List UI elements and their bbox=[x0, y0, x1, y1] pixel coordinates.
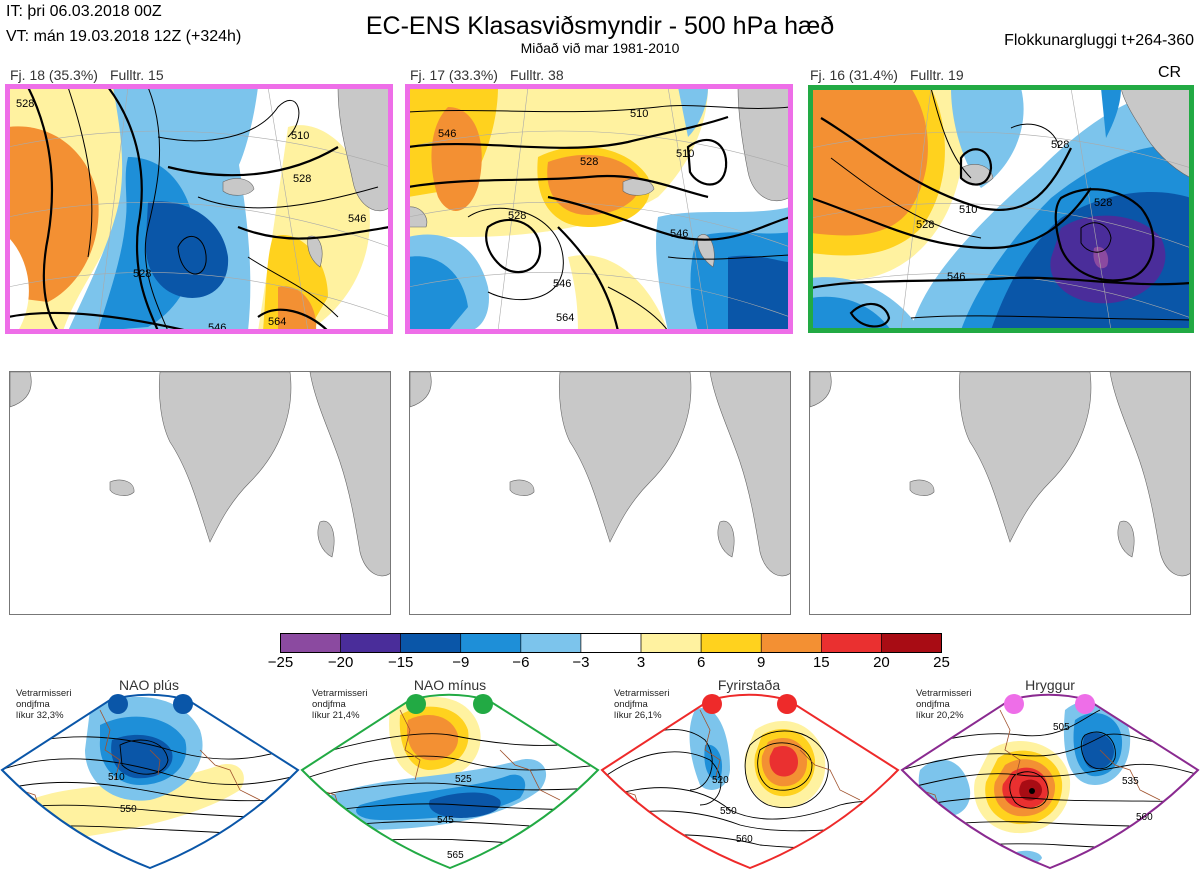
regime-4-title: Hryggur bbox=[1025, 677, 1075, 693]
contour-label: 550 bbox=[720, 806, 737, 817]
regime-2-stats: Vetrarmisseri ondjfma líkur 21,4% bbox=[312, 688, 368, 721]
graticule bbox=[8, 87, 390, 331]
regime-map-ridge: 505 535 560 bbox=[900, 693, 1200, 870]
colorbar-tick-label: 20 bbox=[873, 654, 890, 671]
contour-label: 564 bbox=[268, 316, 286, 328]
colorbar-tick-label: −3 bbox=[572, 654, 590, 671]
height-contours bbox=[408, 105, 790, 331]
anomaly-shading bbox=[408, 87, 790, 331]
page-subtitle: Miðað við mar 1981-2010 bbox=[520, 40, 680, 56]
coastline-map bbox=[410, 372, 790, 577]
page-title: EC-ENS Klasasviðsmyndir - 500 hPa hæð bbox=[365, 12, 835, 40]
colorbar-cell bbox=[700, 633, 762, 653]
contour-labels: 528 510 528 546 528 546 564 bbox=[16, 98, 366, 331]
contour-label: 528 bbox=[580, 156, 598, 168]
regime-map-blocking: 520 550 560 bbox=[600, 693, 900, 870]
contour-label: 550 bbox=[120, 804, 137, 815]
cluster-map-2: 510 510 528 528 546 546 564 546 bbox=[408, 87, 790, 331]
valid-time: VT: mán 19.03.2018 12Z (+324h) bbox=[6, 28, 242, 45]
colorbar-cell bbox=[460, 633, 522, 653]
colorbar-tick-label: −20 bbox=[327, 654, 354, 671]
contour-label: 546 bbox=[947, 271, 965, 283]
colorbar-tick-label: 3 bbox=[636, 654, 646, 671]
coastlines bbox=[222, 87, 390, 268]
contour-label: 510 bbox=[291, 130, 309, 142]
contour-label: 564 bbox=[556, 312, 574, 324]
initial-time: IT: þri 06.03.2018 00Z bbox=[6, 3, 162, 20]
colorbar-tick-label: 6 bbox=[696, 654, 706, 671]
contour-label: 528 bbox=[508, 210, 526, 222]
graticule bbox=[408, 87, 790, 331]
colorbar-tick-label: −6 bbox=[512, 654, 530, 671]
colorbar bbox=[280, 633, 942, 653]
classification-window: Flokkunargluggi t+264-360 bbox=[1004, 32, 1194, 49]
colorbar-tick-label: −9 bbox=[452, 654, 470, 671]
contour-label: 525 bbox=[455, 774, 472, 785]
colorbar-tick-label: −25 bbox=[267, 654, 294, 671]
anomaly-shading bbox=[811, 88, 1191, 330]
panel-3-label: Fj. 16 (31.4%) Fulltr. 19 bbox=[810, 67, 964, 83]
height-contours bbox=[811, 88, 1191, 328]
empty-map-1 bbox=[9, 371, 391, 615]
contour-labels: 528 510 528 528 546 bbox=[916, 139, 1112, 283]
contour-label: 565 bbox=[447, 850, 464, 861]
coastline-map bbox=[810, 372, 1190, 577]
contour-label: 510 bbox=[108, 772, 125, 783]
regime-1-title: NAO plús bbox=[119, 677, 179, 693]
regime-1-stats: Vetrarmisseri ondjfma líkur 32,3% bbox=[16, 688, 72, 721]
regime-3-title: Fyrirstaða bbox=[717, 677, 781, 693]
contour-labels: 510 510 528 528 546 546 564 546 bbox=[438, 108, 694, 324]
panel-2-label: Fj. 17 (33.3%) Fulltr. 38 bbox=[410, 67, 564, 83]
cluster-map-1: 528 510 528 546 528 546 564 bbox=[8, 87, 390, 331]
contour-label: 520 bbox=[712, 775, 729, 786]
contour-label: 528 bbox=[916, 219, 934, 231]
colorbar-cell bbox=[340, 633, 401, 653]
panel-3-regime-tag: CR bbox=[1158, 64, 1182, 81]
contour-label: 545 bbox=[437, 815, 454, 826]
contour-label: 505 bbox=[1053, 722, 1070, 733]
colorbar-cell bbox=[280, 633, 341, 653]
contour-label: 528 bbox=[293, 173, 311, 185]
contour-label: 560 bbox=[1136, 812, 1153, 823]
graticule bbox=[811, 88, 1191, 330]
colorbar-cell bbox=[881, 633, 942, 653]
colorbar-tick-label: 15 bbox=[812, 654, 830, 671]
regime-map-nao-plus: 510 550 bbox=[0, 693, 300, 870]
regime-2-title: NAO mínus bbox=[413, 677, 487, 693]
colorbar-cell bbox=[400, 633, 462, 653]
regime-4-stats: Vetrarmisseri ondjfma líkur 20,2% bbox=[916, 688, 972, 721]
colorbar-cell bbox=[520, 633, 582, 653]
contour-label: 528 bbox=[1051, 139, 1069, 151]
colorbar-cell bbox=[821, 633, 882, 653]
height-contours bbox=[8, 87, 390, 331]
cluster-map-3: 528 510 528 528 546 bbox=[811, 88, 1191, 330]
colorbar-tick-label: −15 bbox=[387, 654, 414, 671]
contour-label: 510 bbox=[630, 108, 648, 120]
regime-3-stats: Vetrarmisseri ondjfma líkur 26,1% bbox=[614, 688, 670, 721]
contour-label: 546 bbox=[670, 228, 688, 240]
colorbar-tick-label: 9 bbox=[757, 654, 766, 671]
colorbar-tick-label: 25 bbox=[933, 654, 950, 671]
colorbar-cell bbox=[760, 633, 822, 653]
contour-label: 546 bbox=[438, 128, 456, 140]
panel-1-label: Fj. 18 (35.3%) Fulltr. 15 bbox=[10, 67, 164, 83]
colorbar-cell bbox=[580, 633, 642, 653]
contour-label: 546 bbox=[208, 322, 226, 331]
coastlines bbox=[960, 88, 1191, 185]
contour-label: 546 bbox=[553, 278, 571, 290]
contour-label: 528 bbox=[16, 98, 34, 110]
contour-label: 560 bbox=[736, 834, 753, 845]
contour-label: 535 bbox=[1122, 776, 1139, 787]
regime-map-nao-minus: 525 545 565 bbox=[300, 693, 600, 870]
contour-label: 528 bbox=[1094, 197, 1112, 209]
contour-label: 510 bbox=[676, 148, 694, 160]
empty-map-3 bbox=[809, 371, 1191, 615]
coastline-map bbox=[10, 372, 390, 577]
colorbar-cell bbox=[640, 633, 702, 653]
contour-label: 510 bbox=[959, 204, 977, 216]
empty-map-2 bbox=[409, 371, 791, 615]
anomaly-shading bbox=[8, 87, 370, 331]
contour-label: 546 bbox=[348, 213, 366, 225]
contour-label: 528 bbox=[133, 268, 151, 280]
